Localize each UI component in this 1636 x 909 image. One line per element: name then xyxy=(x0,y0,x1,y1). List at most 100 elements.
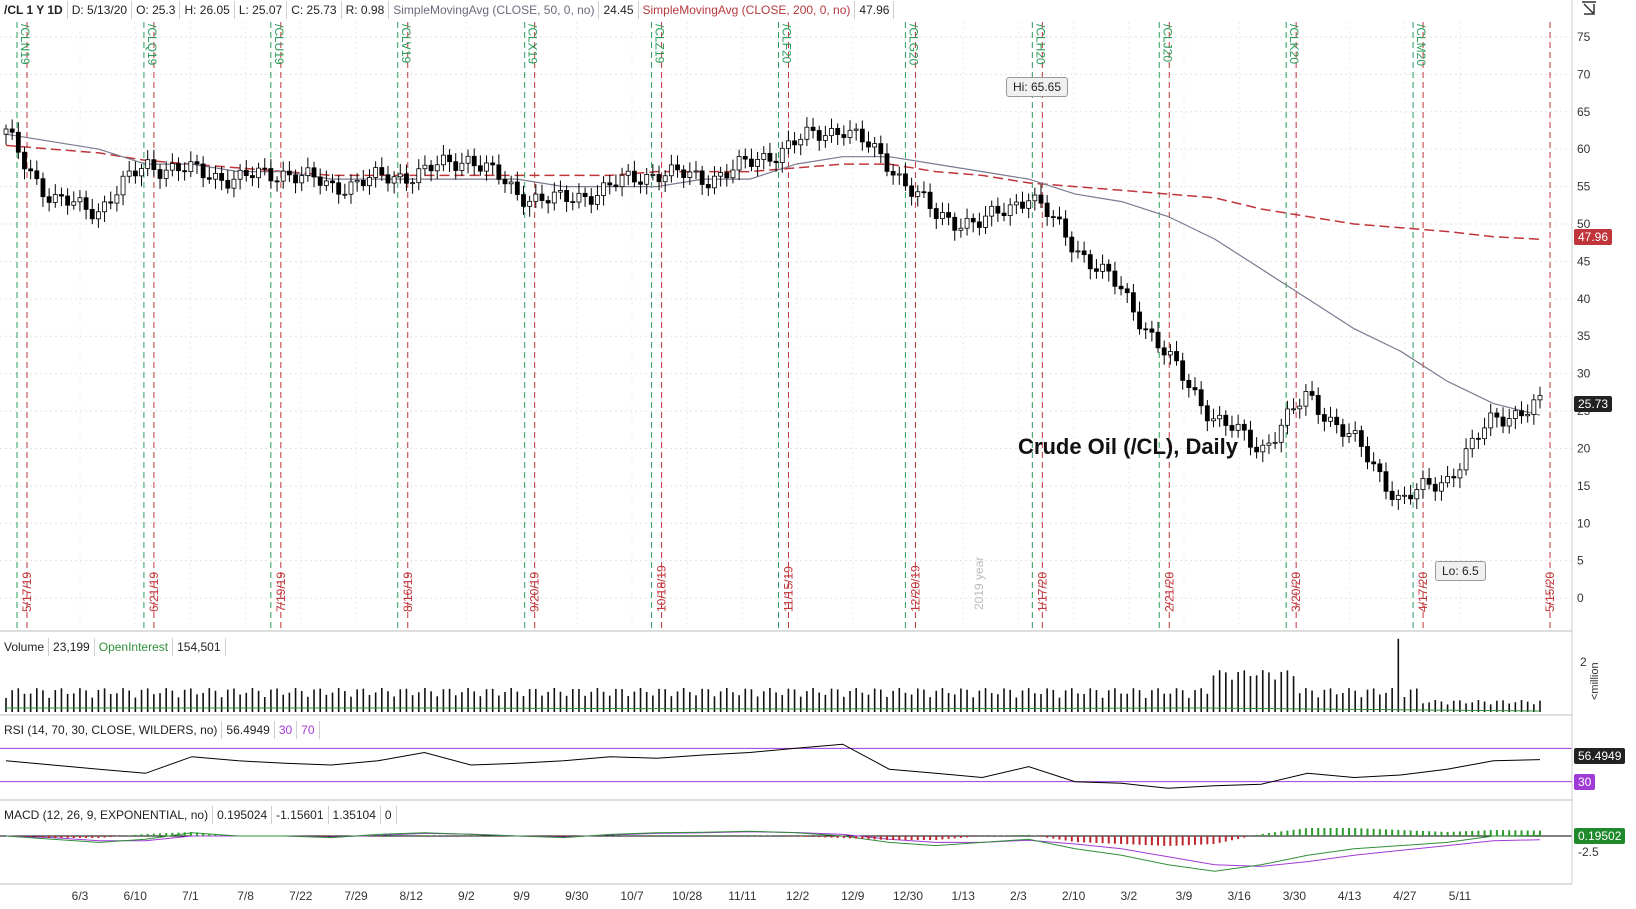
candle-body xyxy=(219,173,225,181)
x-tick-label: 3/30 xyxy=(1283,889,1307,903)
candle-body xyxy=(970,217,976,223)
collapse-icon[interactable] xyxy=(1578,0,1600,20)
candle-body xyxy=(465,155,471,164)
candle-body xyxy=(1044,202,1050,218)
candle-body xyxy=(1469,437,1475,450)
macd-line xyxy=(5,830,1541,872)
candle-body xyxy=(1377,463,1383,473)
candle-body xyxy=(22,151,27,170)
candle-body xyxy=(15,131,21,153)
candle-body xyxy=(1087,254,1093,270)
x-tick-label: 3/2 xyxy=(1120,889,1137,903)
rsi-study-label[interactable]: RSI (14, 70, 30, CLOSE, WILDERS, no) xyxy=(0,721,223,739)
candle-body xyxy=(514,181,520,195)
candle-body xyxy=(280,170,286,182)
candle-body xyxy=(1494,412,1500,418)
candle-body xyxy=(1506,418,1512,427)
candle-body xyxy=(1482,427,1487,440)
candle-body xyxy=(687,171,693,178)
candle-body xyxy=(484,162,489,172)
candle-body xyxy=(927,191,933,209)
candle-body xyxy=(767,152,773,162)
candle-body xyxy=(1402,494,1407,497)
macd-value: 0.195024 xyxy=(213,806,273,824)
expiry-label: 3/20/20 xyxy=(1289,572,1303,612)
candle-body xyxy=(884,153,890,172)
candle-body xyxy=(176,163,181,172)
candle-body xyxy=(1463,448,1469,471)
candle-body xyxy=(200,163,206,179)
candle-body xyxy=(1408,494,1414,500)
price-tick-label: 75 xyxy=(1577,30,1591,44)
macd-diff-value: 1.35104 xyxy=(329,806,381,824)
candle-body xyxy=(705,184,711,189)
candle-body xyxy=(34,170,40,180)
candle-body xyxy=(1457,469,1463,479)
candle-body xyxy=(570,201,576,203)
candle-body xyxy=(305,167,311,176)
candle-body xyxy=(693,170,699,173)
expiry-label: 9/20/19 xyxy=(528,572,542,612)
candle-body xyxy=(779,147,785,164)
candle-body xyxy=(323,180,329,186)
candle-body xyxy=(496,164,502,180)
candle-body xyxy=(169,163,175,171)
candle-body xyxy=(792,140,797,146)
expiry-label: 11/15/19 xyxy=(782,566,796,612)
price-tick-label: 15 xyxy=(1577,479,1591,493)
candle-body xyxy=(1063,218,1069,238)
contract-label: /CLJ20 xyxy=(1160,24,1174,62)
candle-body xyxy=(447,154,452,163)
candle-body xyxy=(77,197,83,203)
candle-body xyxy=(816,130,822,141)
candle-body xyxy=(1519,410,1524,417)
candle-body xyxy=(96,211,101,220)
x-tick-label: 11/11 xyxy=(728,889,757,903)
candle-body xyxy=(841,134,847,138)
candle-body xyxy=(1001,212,1007,216)
candle-body xyxy=(1266,442,1272,446)
candle-body xyxy=(1260,444,1266,453)
candle-body xyxy=(1439,482,1444,492)
candle-body xyxy=(385,174,391,184)
macd-study-label[interactable]: MACD (12, 26, 9, EXPONENTIAL, no) xyxy=(0,806,214,824)
price-tick-label: 0 xyxy=(1577,591,1584,605)
candle-body xyxy=(1137,311,1142,330)
candle-body xyxy=(490,162,496,166)
candle-body xyxy=(1414,489,1420,500)
candle-body xyxy=(558,190,563,193)
x-tick-label: 7/8 xyxy=(237,889,254,903)
contract-label: /CLV19 xyxy=(399,24,413,63)
sma200-value: 47.96 xyxy=(855,1,895,19)
sma200-study-label[interactable]: SimpleMovingAvg (CLOSE, 200, 0, no) xyxy=(639,1,856,19)
candle-body xyxy=(348,181,354,195)
candle-body xyxy=(958,227,964,231)
candle-body xyxy=(822,135,828,141)
candle-body xyxy=(533,193,539,202)
x-tick-label: 8/12 xyxy=(400,889,424,903)
x-tick-label: 3/9 xyxy=(1176,889,1193,903)
candle-body xyxy=(730,169,736,179)
candle-body xyxy=(250,175,255,179)
x-tick-label: 12/9 xyxy=(841,889,865,903)
candle-body xyxy=(1248,429,1253,448)
expiry-label: 5/15/20 xyxy=(1543,572,1557,612)
candle-body xyxy=(1321,414,1327,422)
candle-body xyxy=(286,170,292,176)
open-interest-label[interactable]: OpenInterest xyxy=(95,638,174,656)
candle-body xyxy=(330,180,335,184)
x-tick-label: 5/11 xyxy=(1449,889,1472,903)
candle-body xyxy=(607,182,613,186)
candle-body xyxy=(1013,201,1019,206)
expiry-label: 7/19/19 xyxy=(274,572,288,612)
candle-body xyxy=(225,179,231,189)
candle-body xyxy=(681,169,687,178)
sma50-study-label[interactable]: SimpleMovingAvg (CLOSE, 50, 0, no) xyxy=(389,1,600,19)
candle-body xyxy=(1020,201,1025,209)
symbol-label[interactable]: /CL 1 Y 1D xyxy=(0,1,68,19)
expiry-label: 4/17/20 xyxy=(1416,572,1430,612)
candle-body xyxy=(132,170,138,177)
volume-label[interactable]: Volume xyxy=(0,638,50,656)
candle-body xyxy=(983,215,988,228)
